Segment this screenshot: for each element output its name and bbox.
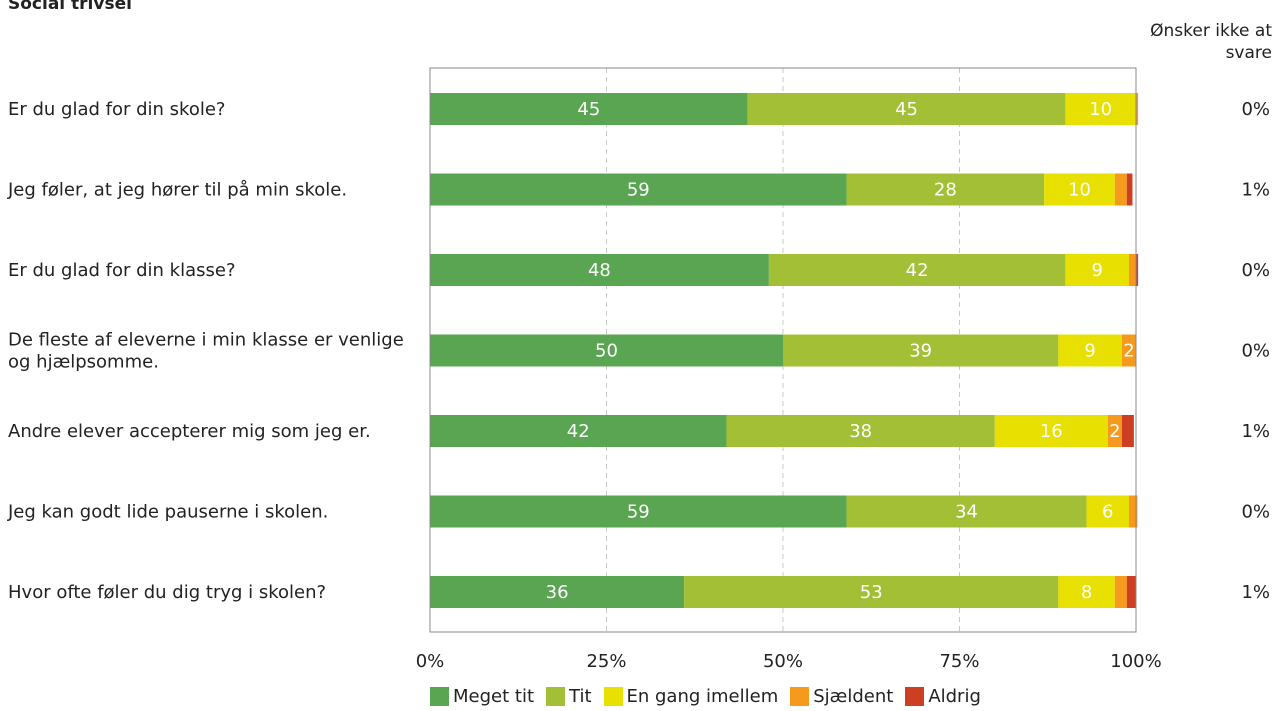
legend-label: Aldrig [928, 686, 981, 707]
data-label: 6 [1102, 502, 1113, 523]
data-label: 28 [934, 180, 957, 201]
x-tick-label: 100% [1110, 651, 1161, 672]
data-label: 45 [895, 99, 918, 120]
category-label: Jeg kan godt lide pauserne i skolen. [7, 502, 328, 523]
legend-item: Aldrig [905, 686, 981, 707]
legend-item: Sjældent [790, 686, 893, 707]
bar-segment [1126, 173, 1133, 206]
x-tick-label: 50% [763, 651, 803, 672]
category-label: Er du glad for din skole? [8, 99, 226, 120]
bar-segment [1121, 415, 1134, 447]
bar-segment [1086, 495, 1129, 528]
optout-value: 0% [1241, 99, 1270, 120]
bar-segment [768, 254, 1066, 286]
category-label: Jeg føler, at jeg hører til på min skole… [7, 180, 347, 201]
data-label: 10 [1089, 99, 1112, 120]
bar-segment [430, 93, 748, 125]
bar-segment [1114, 173, 1127, 206]
data-label: 16 [1040, 421, 1063, 442]
bar-segment [430, 415, 727, 447]
bar-segment [1121, 334, 1136, 367]
legend-item: Tit [546, 686, 592, 707]
bar-segment [1136, 93, 1139, 125]
data-label: 34 [955, 502, 978, 523]
optout-value: 0% [1241, 502, 1270, 523]
data-label: 2 [1123, 341, 1134, 362]
optout-value: 0% [1241, 260, 1270, 281]
legend-label: Sjældent [813, 686, 894, 707]
bar-segment [430, 173, 847, 206]
bar-segment [747, 93, 1066, 125]
bar-segment [994, 415, 1108, 447]
category-label: De fleste af eleverne i min klasse er ve… [8, 330, 404, 373]
legend-swatch [790, 687, 810, 706]
data-label: 50 [595, 341, 618, 362]
data-label: 38 [849, 421, 872, 442]
category-label: Hvor ofte føler du dig tryg i skolen? [8, 582, 326, 603]
legend-label: Meget tit [453, 686, 534, 707]
bar-segment [1058, 576, 1115, 608]
legend-item: Meget tit [430, 686, 534, 707]
data-label: 59 [627, 502, 650, 523]
data-label: 9 [1091, 260, 1102, 281]
bar-segment [430, 334, 783, 367]
bar-segment [1065, 254, 1129, 286]
bar-segment [1126, 576, 1136, 608]
plot-area-frame [429, 67, 1137, 633]
data-label: 42 [906, 260, 929, 281]
bar-segment [1128, 254, 1136, 286]
data-label: 8 [1081, 582, 1092, 603]
legend-label: En gang imellem [626, 686, 779, 707]
x-tick-label: 0% [416, 651, 445, 672]
legend: Meget tit Tit En gang imellem Sjældent Aldri… [430, 686, 981, 707]
x-tick-label: 75% [939, 651, 979, 672]
bar-segment [684, 576, 1059, 608]
legend-swatch [430, 687, 449, 706]
bar-segment [846, 495, 1087, 528]
legend-item: En gang imellem [603, 686, 779, 707]
bar-segment [846, 173, 1045, 206]
data-label: 2 [1109, 421, 1120, 442]
bar-segment [1065, 93, 1136, 125]
category-label: Er du glad for din klasse? [8, 260, 236, 281]
category-labels: Er du glad for din skole? Jeg føler, at j… [7, 99, 404, 603]
data-label: 42 [567, 421, 590, 442]
bar-segment [1136, 254, 1139, 286]
legend-swatch [905, 687, 925, 706]
bar-segment [1058, 334, 1122, 367]
bar-segment [1128, 495, 1138, 528]
bar-segment [430, 254, 769, 286]
optout-value: 1% [1241, 582, 1270, 603]
bar-segment [1044, 173, 1115, 206]
optout-values: 0% 1% 0% 0% 1% 0% 1% [1241, 99, 1270, 603]
x-tick-label: 25% [586, 651, 626, 672]
chart-title: Social trivsel [8, 0, 132, 14]
data-label: 36 [546, 582, 569, 603]
optout-value: 1% [1241, 180, 1270, 201]
category-label: Andre elever accepterer mig som jeg er. [8, 421, 371, 442]
bar-segment [430, 495, 847, 528]
legend-swatch [546, 687, 565, 706]
legend-swatch [603, 687, 623, 706]
bar-segment [430, 576, 685, 608]
legend-label: Tit [569, 686, 592, 707]
data-label: 53 [860, 582, 883, 603]
data-label: 59 [627, 180, 650, 201]
bar-segment [726, 415, 995, 447]
bar-group: 45 45 10 59 28 10 48 42 9 50 39 9 2 42 38 16 2 59 34 6 36 53 8 [430, 93, 1139, 608]
x-axis-ticks: 0% 25% 50% 75% 100% [416, 651, 1162, 672]
optout-value: 0% [1241, 341, 1270, 362]
optout-column-header: Ønsker ikke at svare [1150, 21, 1272, 63]
bar-segment [1107, 415, 1122, 447]
data-label: 45 [577, 99, 600, 120]
bar-segment [783, 334, 1059, 367]
data-label: 9 [1084, 341, 1095, 362]
bar-segment [1114, 576, 1127, 608]
data-label: 48 [588, 260, 611, 281]
data-label: 39 [909, 341, 932, 362]
data-label: 10 [1068, 180, 1091, 201]
optout-value: 1% [1241, 421, 1270, 442]
